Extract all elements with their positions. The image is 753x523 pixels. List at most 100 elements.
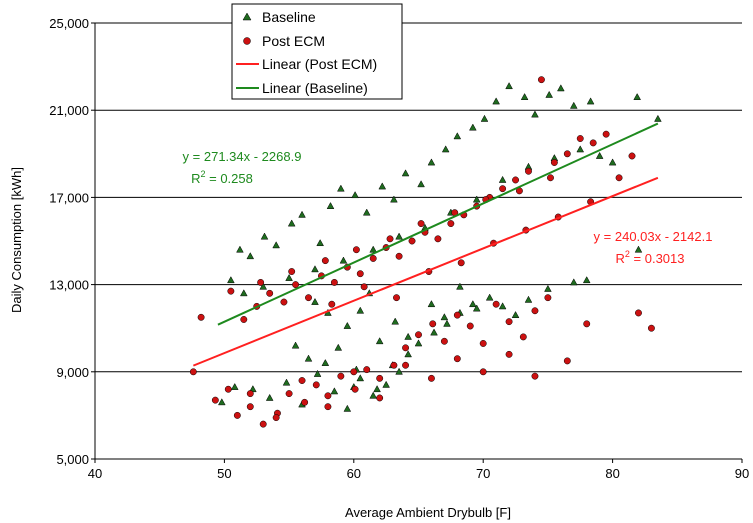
- post-ecm-point: [453, 311, 461, 319]
- post-ecm-point: [393, 294, 400, 302]
- baseline-point: [520, 93, 529, 100]
- post-ecm-point: [211, 396, 219, 404]
- post-ecm-point: [390, 361, 398, 369]
- post-ecm-point: [280, 298, 288, 306]
- baseline-point: [401, 169, 410, 177]
- post-ecm-point: [440, 337, 448, 345]
- post-ecm-point: [352, 246, 360, 254]
- baseline-point: [440, 313, 449, 321]
- post-ecm-point: [386, 235, 394, 243]
- post-ecm-point: [189, 368, 197, 376]
- baseline-point: [492, 97, 500, 105]
- y-tick-label: 9,000: [56, 365, 89, 380]
- x-tick-label: 90: [735, 466, 749, 481]
- baseline-point: [576, 145, 585, 153]
- post-ecm-point: [224, 385, 232, 393]
- post-ecm-point: [257, 278, 265, 286]
- post-ecm-point: [544, 294, 552, 302]
- baseline-point: [343, 404, 352, 412]
- post-ecm-point: [531, 307, 539, 315]
- legend: Baseline Post ECM Linear (Post ECM) Line…: [231, 3, 403, 100]
- post-ecm-point: [457, 259, 465, 267]
- y-axis-tick-labels: 5,000 9,000 13,000 17,000 21,000 25,000: [49, 16, 95, 467]
- post-ecm-point: [647, 324, 655, 332]
- baseline-point: [369, 391, 378, 399]
- post-ecm-point: [246, 403, 254, 411]
- post-ecm-point: [466, 322, 474, 330]
- post-ecm-point: [628, 152, 636, 160]
- baseline-point: [391, 317, 400, 325]
- baseline-point: [443, 319, 451, 327]
- post-ecm-r2-text: R2 = 0.3013: [616, 249, 685, 266]
- post-ecm-point: [324, 403, 332, 411]
- series-post-ecm: [189, 76, 655, 428]
- baseline-point: [511, 311, 520, 318]
- post-ecm-point: [233, 411, 241, 419]
- post-ecm-point: [429, 320, 437, 328]
- baseline-point: [569, 278, 578, 286]
- baseline-point: [544, 284, 552, 292]
- post-ecm-point: [537, 76, 545, 84]
- y-tick-label: 13,000: [49, 278, 89, 293]
- baseline-point: [378, 182, 387, 190]
- post-ecm-point: [350, 368, 358, 376]
- post-ecm-point: [246, 390, 254, 398]
- post-ecm-point: [356, 270, 364, 278]
- baseline-point: [634, 245, 643, 253]
- baseline-equation-text: y = 271.34x - 2268.9: [183, 149, 302, 164]
- post-ecm-point: [272, 414, 280, 422]
- baseline-point: [469, 300, 477, 308]
- y-tick-label: 5,000: [56, 452, 89, 467]
- baseline-point: [304, 354, 313, 362]
- baseline-point: [230, 382, 239, 390]
- post-ecm-point: [288, 268, 296, 275]
- post-ecm-point: [330, 278, 338, 286]
- baseline-point: [595, 151, 604, 159]
- baseline-point: [356, 374, 365, 382]
- post-ecm-trend-equation: y = 240.03x - 2142.1 R2 = 0.3013: [594, 229, 713, 266]
- x-tick-label: 40: [88, 466, 102, 481]
- post-ecm-trendline: [192, 176, 659, 367]
- post-ecm-point: [602, 130, 610, 138]
- baseline-point: [382, 380, 390, 388]
- baseline-point: [334, 343, 343, 351]
- baseline-point: [298, 210, 306, 218]
- baseline-point: [313, 369, 322, 377]
- baseline-point: [343, 321, 352, 329]
- baseline-point: [417, 180, 425, 188]
- baseline-point: [375, 337, 384, 345]
- post-ecm-point: [505, 350, 513, 358]
- post-ecm-point: [292, 281, 300, 289]
- baseline-point: [414, 339, 423, 347]
- post-ecm-point: [531, 372, 539, 380]
- legend-box: [231, 3, 403, 100]
- post-ecm-point: [519, 333, 527, 341]
- baseline-point: [321, 358, 330, 366]
- legend-label-post-ecm-linear: Linear (Post ECM): [262, 56, 377, 72]
- post-ecm-point: [512, 176, 519, 184]
- post-ecm-point: [434, 235, 442, 243]
- post-ecm-point: [615, 174, 623, 182]
- post-ecm-point: [583, 320, 591, 328]
- y-tick-label: 25,000: [49, 16, 89, 31]
- post-ecm-point: [285, 390, 293, 398]
- baseline-point: [404, 350, 412, 358]
- post-ecm-point: [563, 357, 571, 365]
- baseline-point: [395, 367, 403, 375]
- post-ecm-point: [395, 252, 403, 260]
- gridlines: [95, 22, 742, 373]
- post-ecm-point: [417, 220, 425, 228]
- baseline-point: [498, 175, 507, 183]
- baseline-point: [236, 245, 244, 253]
- post-ecm-point: [453, 355, 461, 363]
- post-ecm-point: [415, 331, 422, 339]
- post-ecm-point: [447, 220, 455, 228]
- post-ecm-point: [589, 139, 597, 147]
- baseline-point: [373, 385, 381, 393]
- baseline-trendline: [217, 122, 659, 326]
- baseline-point: [330, 387, 339, 395]
- y-tick-label: 21,000: [49, 103, 89, 118]
- post-ecm-point: [360, 283, 368, 291]
- baseline-point: [654, 114, 662, 122]
- post-ecm-point: [479, 368, 487, 376]
